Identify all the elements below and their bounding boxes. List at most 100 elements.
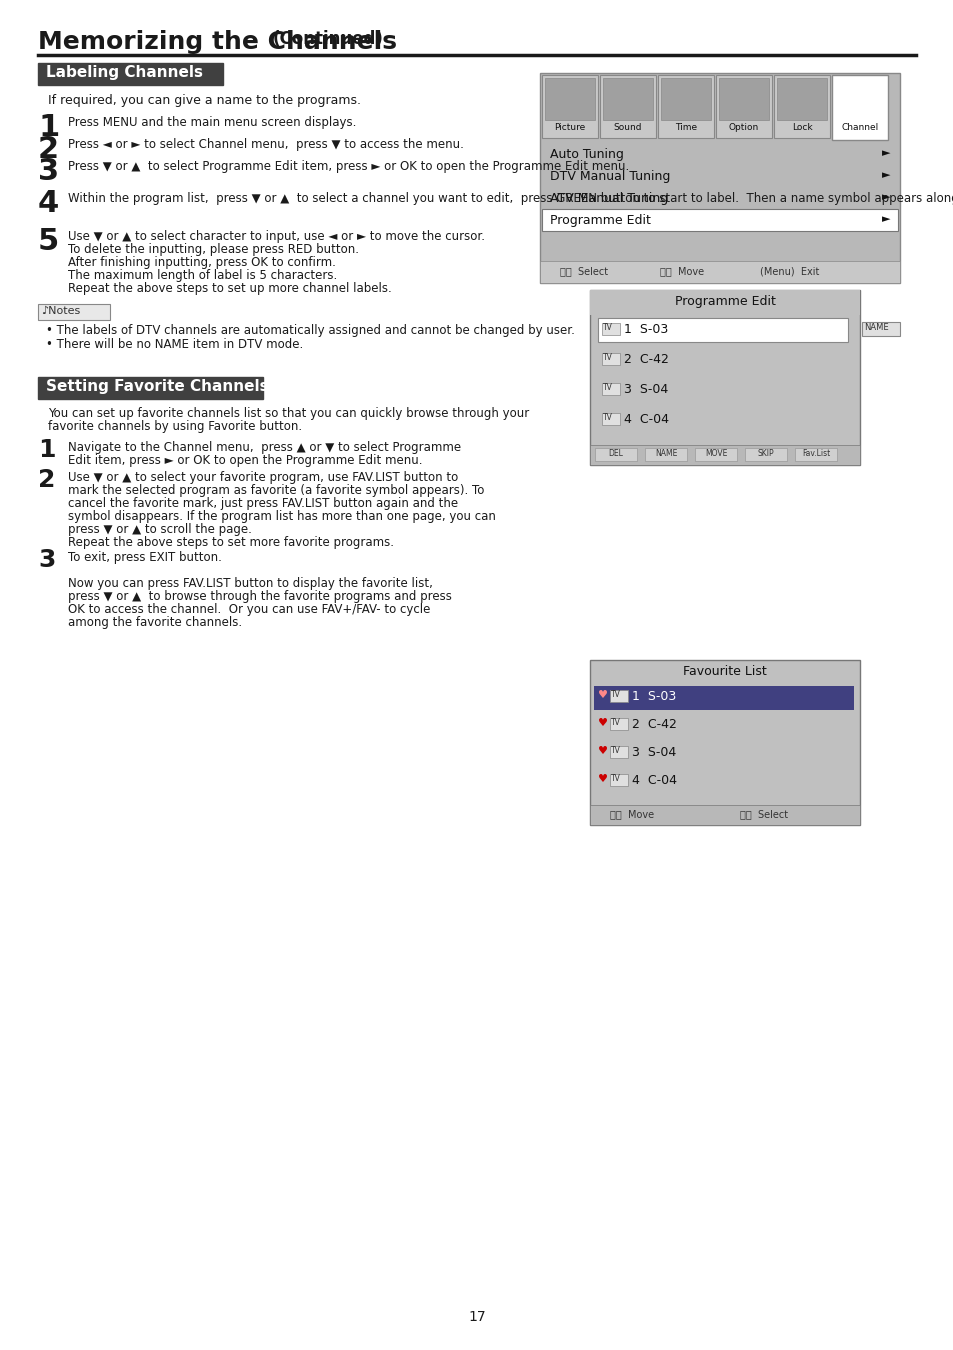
Text: TV: TV — [602, 323, 612, 332]
Bar — [38, 304, 110, 320]
Text: TV: TV — [602, 352, 612, 362]
Text: 4  C-04: 4 C-04 — [623, 413, 668, 427]
Text: Use ▼ or ▲ to select your favorite program, use FAV.LIST button to: Use ▼ or ▲ to select your favorite progr… — [68, 471, 457, 485]
Text: cancel the favorite mark, just press FAV.LIST button again and the: cancel the favorite mark, just press FAV… — [68, 497, 457, 510]
Text: 17: 17 — [468, 1310, 485, 1324]
Text: favorite channels by using Favorite button.: favorite channels by using Favorite butt… — [48, 420, 302, 433]
Bar — [831, 76, 887, 140]
Text: ►: ► — [882, 170, 889, 180]
Text: mark the selected program as favorite (a favorite symbol appears). To: mark the selected program as favorite (a… — [68, 485, 484, 497]
Text: The maximum length of label is 5 characters.: The maximum length of label is 5 charact… — [68, 269, 337, 282]
Text: Repeat the above steps to set up more channel labels.: Repeat the above steps to set up more ch… — [68, 282, 392, 296]
Bar — [744, 448, 786, 460]
Text: 1  S-03: 1 S-03 — [631, 690, 676, 703]
Bar — [541, 76, 598, 138]
Bar — [589, 446, 859, 464]
Bar — [719, 78, 768, 120]
Text: OK to access the channel.  Or you can use FAV+/FAV- to cycle: OK to access the channel. Or you can use… — [68, 603, 430, 616]
Bar — [834, 78, 884, 120]
Text: Memorizing the Channels: Memorizing the Channels — [38, 30, 396, 54]
Text: 2  C-42: 2 C-42 — [631, 718, 677, 730]
Text: Programme Edit: Programme Edit — [674, 296, 775, 308]
Bar — [609, 718, 627, 730]
Text: 3  S-04: 3 S-04 — [631, 747, 676, 759]
Text: TV: TV — [610, 718, 620, 728]
Text: ♥: ♥ — [598, 718, 607, 728]
Bar — [609, 774, 627, 786]
Bar — [589, 290, 859, 464]
Text: ►: ► — [882, 192, 889, 202]
Text: press ▼ or ▲  to browse through the favorite programs and press: press ▼ or ▲ to browse through the favor… — [68, 590, 452, 603]
Text: TV: TV — [602, 383, 612, 392]
Bar — [602, 78, 652, 120]
Text: Press ◄ or ► to select Channel menu,  press ▼ to access the menu.: Press ◄ or ► to select Channel menu, pre… — [68, 138, 463, 151]
Text: Now you can press FAV.LIST button to display the favorite list,: Now you can press FAV.LIST button to dis… — [68, 576, 433, 590]
Bar — [541, 209, 897, 231]
Bar — [544, 78, 595, 120]
Text: ATV Manual Tuning: ATV Manual Tuning — [550, 192, 667, 205]
Text: Edit item, press ► or OK to open the Programme Edit menu.: Edit item, press ► or OK to open the Pro… — [68, 454, 422, 467]
Text: 1: 1 — [38, 113, 59, 142]
Text: Channel: Channel — [841, 123, 878, 132]
Text: 3: 3 — [38, 157, 59, 186]
Bar — [695, 448, 737, 460]
Text: Use ▼ or ▲ to select character to input, use ◄ or ► to move the cursor.: Use ▼ or ▲ to select character to input,… — [68, 230, 484, 243]
Text: 4: 4 — [38, 189, 59, 217]
Bar — [594, 686, 853, 710]
Bar — [658, 76, 713, 138]
Bar — [599, 76, 656, 138]
Text: Option: Option — [728, 123, 759, 132]
Text: DTV Manual Tuning: DTV Manual Tuning — [550, 170, 670, 184]
Bar — [589, 290, 859, 315]
Text: Within the program list,  press ▼ or ▲  to select a channel you want to edit,  p: Within the program list, press ▼ or ▲ to… — [68, 192, 953, 205]
Bar — [601, 383, 619, 396]
Text: Repeat the above steps to set more favorite programs.: Repeat the above steps to set more favor… — [68, 536, 394, 549]
Text: TV: TV — [610, 690, 620, 699]
Text: 3  S-04: 3 S-04 — [623, 383, 667, 396]
Text: symbol disappears. If the program list has more than one page, you can: symbol disappears. If the program list h… — [68, 510, 496, 522]
Text: 5: 5 — [38, 227, 59, 256]
Text: ♥: ♥ — [598, 690, 607, 701]
Text: ⓈⓈ  Select: ⓈⓈ Select — [740, 809, 787, 819]
Bar — [598, 319, 847, 342]
Text: 2: 2 — [38, 135, 59, 163]
Text: To exit, press EXIT button.: To exit, press EXIT button. — [68, 551, 222, 564]
Bar — [595, 448, 637, 460]
Text: Programme Edit: Programme Edit — [550, 215, 650, 227]
Text: Time: Time — [674, 123, 697, 132]
Text: 1  S-03: 1 S-03 — [623, 323, 667, 336]
Text: 2  C-42: 2 C-42 — [623, 352, 668, 366]
Text: 4  C-04: 4 C-04 — [631, 774, 677, 787]
Text: TV: TV — [610, 774, 620, 783]
Text: ⓈⓈ  Select: ⓈⓈ Select — [559, 266, 607, 275]
Bar — [862, 323, 899, 336]
Text: (Continued): (Continued) — [273, 30, 383, 49]
Text: 1: 1 — [38, 437, 55, 462]
Text: 2: 2 — [38, 468, 55, 491]
Bar — [38, 63, 223, 85]
Text: Press MENU and the main menu screen displays.: Press MENU and the main menu screen disp… — [68, 116, 356, 130]
Text: MOVE: MOVE — [704, 450, 726, 458]
Text: Auto Tuning: Auto Tuning — [550, 148, 623, 161]
Text: Sound: Sound — [613, 123, 641, 132]
Bar — [38, 377, 263, 400]
Bar — [776, 78, 826, 120]
Text: TV: TV — [610, 747, 620, 755]
Text: among the favorite channels.: among the favorite channels. — [68, 616, 242, 629]
Bar — [716, 76, 771, 138]
Bar — [609, 690, 627, 702]
Bar — [601, 323, 619, 335]
Text: Press ▼ or ▲  to select Programme Edit item, press ► or OK to open the Programme: Press ▼ or ▲ to select Programme Edit it… — [68, 161, 629, 173]
Text: Fav.List: Fav.List — [801, 450, 829, 458]
Bar — [589, 805, 859, 825]
Bar — [539, 73, 899, 284]
Bar — [609, 747, 627, 757]
Text: press ▼ or ▲ to scroll the page.: press ▼ or ▲ to scroll the page. — [68, 522, 252, 536]
Text: Navigate to the Channel menu,  press ▲ or ▼ to select Programme: Navigate to the Channel menu, press ▲ or… — [68, 441, 460, 454]
Text: ♥: ♥ — [598, 774, 607, 784]
Bar — [589, 660, 859, 825]
Bar — [601, 413, 619, 425]
Text: ►: ► — [882, 148, 889, 158]
Text: • There will be no NAME item in DTV mode.: • There will be no NAME item in DTV mode… — [46, 338, 303, 351]
Text: TV: TV — [602, 413, 612, 423]
